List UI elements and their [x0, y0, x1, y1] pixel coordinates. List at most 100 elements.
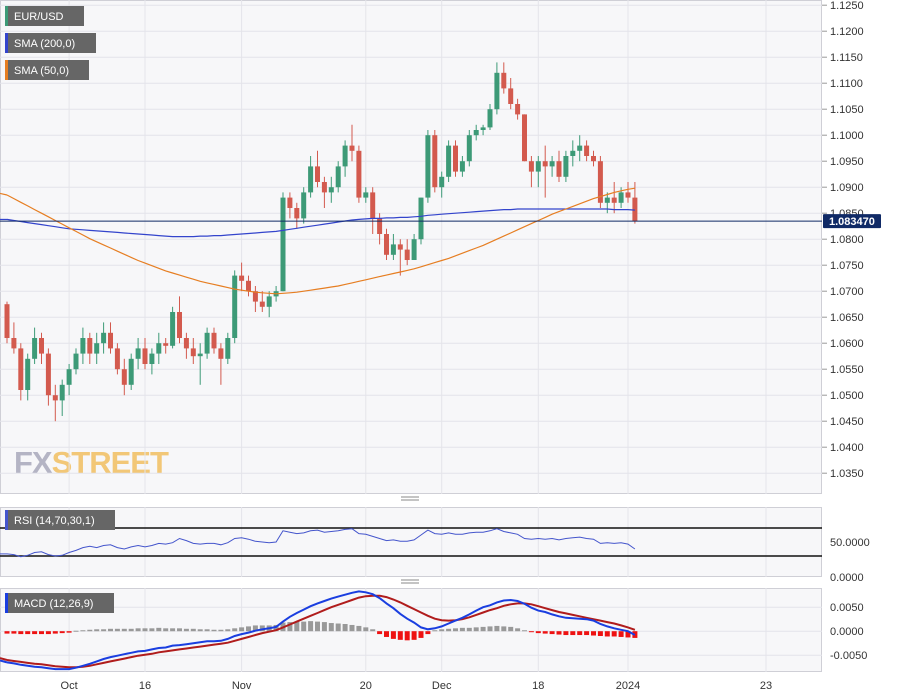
candle-body [370, 192, 376, 219]
candle [308, 156, 314, 198]
candle [177, 296, 182, 344]
price-tick-label: 1.0600 [830, 338, 864, 350]
price-panel-frame [0, 0, 822, 494]
price-grid [0, 0, 822, 672]
candle [342, 140, 348, 177]
macd-histogram-bar [556, 631, 562, 635]
price-tick-label: 1.0450 [830, 416, 864, 428]
macd-histogram-bar [611, 631, 617, 637]
candle [549, 156, 555, 177]
macd-histogram-bar [425, 631, 431, 635]
legend-label-eurusd: EUR/USD [14, 11, 64, 23]
legend-swatch-sma200 [5, 33, 8, 53]
candle [425, 130, 431, 203]
candle [501, 62, 507, 94]
legend-item-rsi[interactable]: RSI (14,70,30,1) [5, 510, 115, 530]
macd-histogram-bar [183, 628, 189, 632]
candle-body [170, 312, 176, 346]
macd-histogram-bar [549, 631, 555, 635]
macd-histogram-bar [294, 621, 300, 632]
candle-body [266, 296, 272, 307]
candle [522, 114, 527, 162]
legend-item-macd[interactable]: MACD (12,26,9) [5, 593, 114, 613]
candle-body [156, 343, 162, 354]
candle [4, 301, 10, 344]
legend-item-sma200[interactable]: SMA (200,0) [5, 33, 96, 53]
candle [190, 338, 196, 364]
macd-histogram-bar [528, 631, 534, 633]
macd-histogram-bar [597, 631, 603, 636]
candle [315, 150, 320, 188]
x-axis-label: 20 [360, 680, 372, 692]
macd-histogram-bar [66, 631, 72, 633]
candle [570, 140, 576, 167]
candle [52, 384, 58, 422]
rsi-resize-handle[interactable] [401, 496, 419, 501]
macd-histogram-bar [94, 629, 100, 632]
macd-histogram-bar [197, 629, 203, 632]
candle [32, 327, 38, 364]
candle-body [418, 197, 424, 240]
macd-histogram-bar [522, 630, 527, 632]
rsi-line [6, 528, 636, 558]
macd-histogram-bar [177, 628, 182, 632]
macd-histogram-bar [390, 631, 396, 639]
rsi-tick-label: 50.0000 [830, 537, 870, 549]
candle-body [315, 166, 320, 182]
legend-label-sma50: SMA (50,0) [14, 65, 69, 77]
candle [246, 275, 251, 297]
macd-tick-label: 0.0000 [830, 626, 864, 638]
candle [597, 156, 603, 208]
candle-body [501, 72, 507, 89]
macd-histogram-bar [308, 621, 314, 632]
macd-signal-line [6, 594, 636, 669]
candle [584, 140, 590, 162]
macd-histogram-bar [473, 627, 479, 632]
last-price-label: 1.083470 [829, 216, 875, 228]
price-tick-label: 1.0700 [830, 286, 864, 298]
candle-body [87, 338, 93, 354]
legend-item-sma50[interactable]: SMA (50,0) [5, 60, 89, 80]
macd-histogram-bar [501, 626, 507, 632]
macd-histogram-bar [59, 631, 65, 634]
sma50-line-start [0, 192, 8, 196]
candle-body [508, 88, 514, 104]
candle [535, 156, 541, 188]
macd-histogram-bar [535, 631, 541, 634]
candle-body [149, 353, 155, 364]
macd-histogram-bar [459, 627, 465, 632]
macd-histogram-bar [487, 626, 493, 632]
candle-body [101, 332, 107, 344]
macd-histogram-bar [321, 622, 327, 632]
candle-body [335, 166, 341, 188]
candle-body [515, 104, 521, 115]
macd-histogram-bar [273, 624, 279, 632]
candle [591, 150, 596, 167]
legend-swatch-eurusd [5, 6, 8, 26]
candle [18, 343, 24, 401]
macd-histogram-bar [315, 621, 320, 632]
candle [39, 332, 44, 364]
legend-item-eurusd[interactable]: EUR/USD [5, 6, 84, 26]
macd-histogram-bar [446, 628, 452, 632]
macd-line [6, 590, 636, 671]
candle [515, 98, 521, 120]
watermark-prefix: FX [14, 445, 53, 480]
macd-histogram-bar [625, 631, 631, 638]
candle-body [570, 150, 576, 156]
macd-histogram-bar [591, 631, 596, 636]
candle [446, 140, 452, 182]
candle-body [94, 343, 100, 354]
candle [328, 176, 334, 203]
macd-resize-handle[interactable] [401, 579, 419, 584]
candle [128, 353, 134, 390]
candle [108, 322, 113, 354]
candle [66, 364, 72, 396]
macd-line-start [0, 659, 8, 664]
candle-body [301, 192, 307, 219]
macd-histogram-bar [301, 621, 307, 632]
macd-histogram-bar [225, 629, 231, 632]
macd-histogram-bar [542, 631, 548, 634]
macd-histogram-bar [384, 631, 389, 637]
macd-histogram-bar [453, 628, 458, 632]
